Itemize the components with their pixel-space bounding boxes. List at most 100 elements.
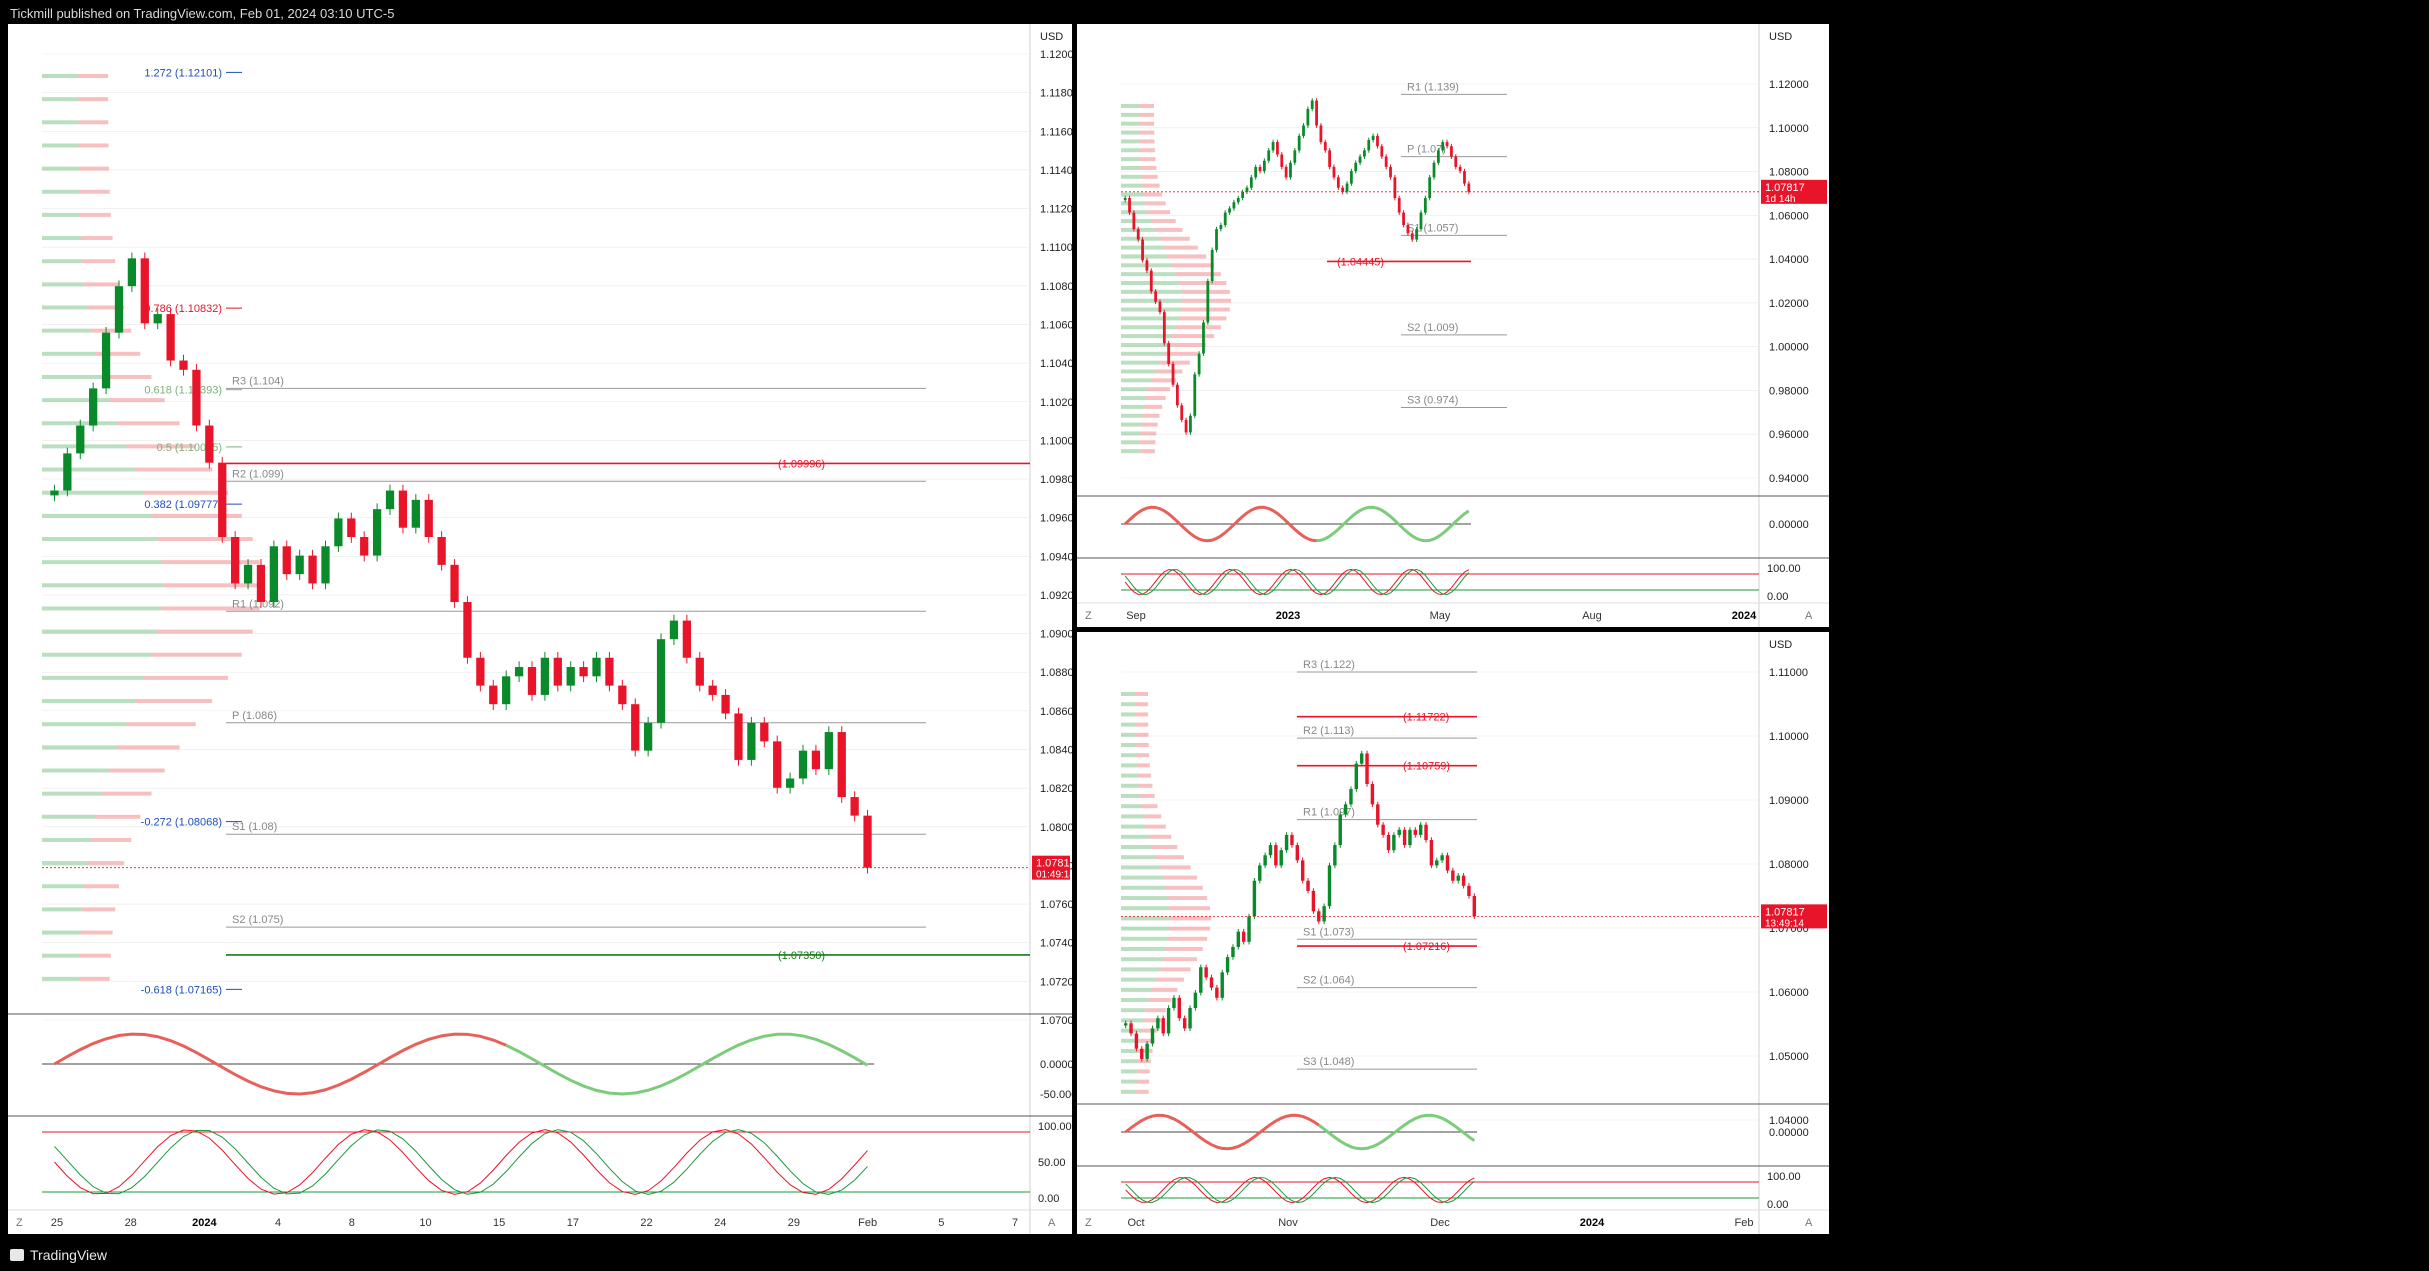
main-candle-body	[579, 667, 588, 677]
main-osc-tick: -50.00000	[1040, 1089, 1072, 1101]
daily-volume-profile-down	[1135, 722, 1149, 727]
weekly-currency-label: USD	[1769, 31, 1792, 43]
daily-volume-profile-down	[1138, 1049, 1153, 1053]
daily-volume-profile-up	[1121, 1018, 1144, 1023]
weekly-volume-profile-down	[1175, 325, 1221, 330]
daily-key-level-label: (1.10759)	[1403, 761, 1450, 773]
daily-chart-svg[interactable]: USD1.110001.100001.090001.080001.070001.…	[1077, 632, 1829, 1234]
main-volume-profile-down	[78, 97, 109, 102]
weekly-candle-body	[1319, 125, 1323, 143]
main-volume-profile-down	[157, 629, 253, 634]
main-fib-label: -0.618 (1.07165)	[141, 984, 222, 996]
daily-volume-profile-down	[1159, 865, 1191, 870]
main-price-tag-countdown: 01:49:14	[1036, 870, 1072, 881]
weekly-volume-profile-up	[1121, 254, 1168, 259]
main-volume-profile-down	[91, 328, 132, 333]
weekly-volume-profile-down	[1151, 378, 1176, 383]
weekly-volume-profile-down	[1143, 192, 1163, 197]
daily-candle-body	[1231, 946, 1235, 958]
daily-volume-profile-down	[1151, 845, 1178, 849]
main-x-tick: 28	[125, 1217, 137, 1229]
weekly-volume-profile-down	[1172, 263, 1214, 268]
daily-candle-body	[1290, 834, 1294, 846]
weekly-chart-svg[interactable]: USD 1.12000 1.10000 1.08000 1.06000 1.04000 1.…	[1077, 24, 1829, 627]
weekly-volume-profile-up	[1121, 387, 1149, 392]
daily-candle-body	[1172, 997, 1176, 1008]
weekly-volume-profile-up	[1121, 236, 1159, 241]
main-volume-profile-down	[79, 976, 110, 981]
main-candle-body	[63, 453, 72, 491]
main-y-tick: 1.08200	[1040, 783, 1072, 795]
weekly-candle-body	[1306, 108, 1310, 126]
weekly-volume-profile-up	[1121, 351, 1164, 356]
weekly-candle-body	[1436, 150, 1440, 163]
daily-volume-profile-up	[1121, 1038, 1140, 1043]
main-chart-panel[interactable]: USD 1.12000 1.11800 1.11600 1.11400 1.11200 1.…	[8, 24, 1072, 1234]
daily-pivot-label: S2 (1.064)	[1303, 975, 1354, 987]
main-volume-profile-down	[109, 768, 165, 773]
daily-candle-body	[1322, 906, 1326, 922]
daily-pivot-label: S3 (1.048)	[1303, 1056, 1354, 1068]
weekly-chart-panel[interactable]: USD 1.12000 1.10000 1.08000 1.06000 1.04000 1.…	[1077, 24, 1829, 627]
daily-volume-profile-up	[1121, 896, 1169, 900]
daily-chart-panel[interactable]: USD 1.11000 1.10000 1.09000 1.08000 1.07000 1.…	[1077, 632, 1829, 1234]
main-volume-profile-up	[42, 907, 83, 912]
main-y-tick: 1.08400	[1040, 745, 1072, 757]
daily-volume-profile-down	[1155, 977, 1184, 982]
weekly-volume-profile-up	[1121, 378, 1152, 383]
weekly-volume-profile-down	[1158, 360, 1190, 365]
main-candle-body	[747, 722, 756, 760]
daily-currency-label: USD	[1769, 639, 1792, 651]
weekly-candle-body	[1341, 187, 1345, 192]
weekly-scale-z-button: Z	[1085, 610, 1092, 622]
main-stoch-tick: 100.00	[1038, 1121, 1072, 1133]
daily-volume-profile-down	[1148, 998, 1172, 1002]
main-candle-body	[166, 314, 175, 361]
weekly-osc-line-down	[1124, 505, 1317, 543]
main-chart-svg[interactable]: USD 1.12000 1.11800 1.11600 1.11400 1.11200 1.…	[8, 24, 1072, 1234]
daily-candle-body	[1440, 855, 1444, 861]
main-volume-profile-down	[157, 537, 253, 541]
daily-volume-profile-up	[1121, 712, 1136, 717]
weekly-y-tick: 1.10000	[1769, 123, 1809, 135]
weekly-x-tick: 2023	[1276, 610, 1300, 622]
daily-candle-body	[1333, 845, 1337, 866]
daily-volume-profile-down	[1141, 1028, 1158, 1033]
main-volume-profile-up	[42, 537, 158, 541]
weekly-volume-profile-up	[1121, 413, 1143, 418]
main-volume-profile-up	[42, 699, 136, 704]
daily-candle-body	[1182, 1018, 1187, 1029]
main-y-tick: 1.11400	[1040, 165, 1072, 177]
main-candle-body	[114, 286, 124, 333]
daily-volume-profile-down	[1162, 957, 1198, 962]
main-volume-profile-up	[42, 143, 79, 148]
daily-volume-profile-up	[1121, 722, 1136, 727]
daily-volume-profile-down	[1165, 885, 1203, 890]
weekly-volume-profile-down	[1143, 404, 1163, 409]
weekly-candle-body	[1389, 166, 1392, 178]
weekly-candle-body	[1467, 183, 1471, 192]
weekly-candle-body	[1406, 225, 1410, 234]
daily-volume-profile-up	[1121, 875, 1163, 880]
main-pivot-label: S2 (1.075)	[232, 914, 283, 926]
weekly-candle-body	[1289, 162, 1292, 178]
daily-candle-body	[1365, 753, 1369, 784]
weekly-candle-body	[1223, 212, 1227, 226]
main-volume-profile-down	[117, 421, 180, 426]
daily-volume-profile-down	[1168, 896, 1208, 900]
weekly-volume-profile-up	[1121, 325, 1176, 330]
main-y-tick: 1.10800	[1040, 281, 1072, 293]
weekly-candle-body	[1197, 353, 1201, 375]
weekly-volume-profile-up	[1121, 334, 1173, 339]
daily-candle-body	[1445, 855, 1450, 871]
weekly-candle-body	[1371, 135, 1375, 140]
main-candle-body	[437, 537, 446, 565]
main-volume-profile-up	[42, 374, 103, 379]
daily-volume-profile-up	[1121, 1069, 1137, 1074]
main-volume-profile-up	[42, 189, 80, 194]
daily-x-tick: Oct	[1127, 1217, 1144, 1229]
main-y-tick: 1.07400	[1040, 938, 1072, 950]
weekly-y-tick: 1.00000	[1769, 342, 1809, 354]
main-volume-profile-down	[82, 907, 116, 912]
main-candle-body	[721, 694, 730, 714]
